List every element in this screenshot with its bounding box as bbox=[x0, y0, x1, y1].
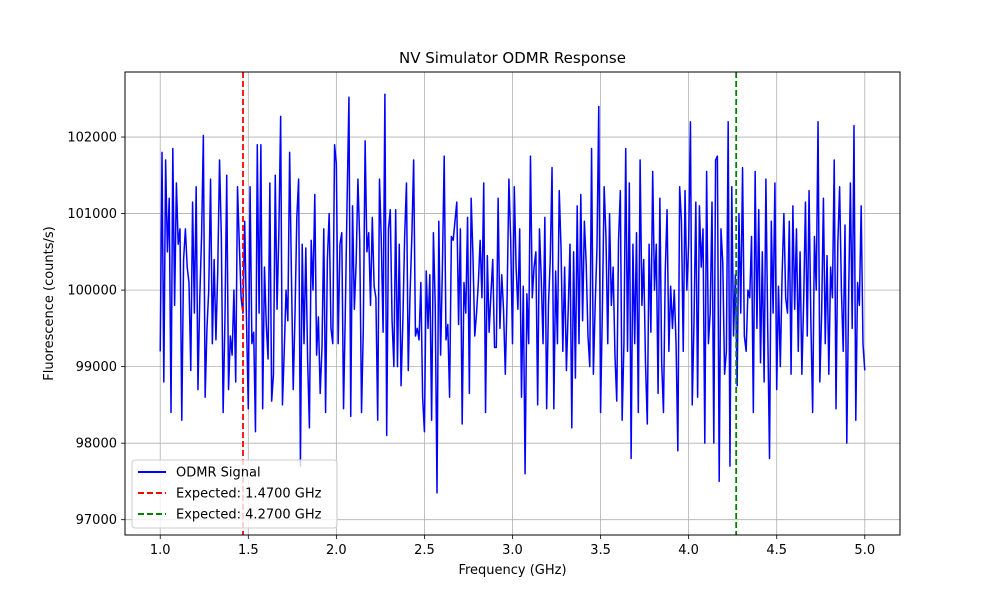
legend-label-expected-2: Expected: 4.2700 GHz bbox=[176, 508, 322, 523]
y-tick-label: 102000 bbox=[67, 131, 117, 146]
chart-title: NV Simulator ODMR Response bbox=[399, 49, 626, 67]
x-tick-label: 2.5 bbox=[414, 543, 435, 558]
x-tick-label: 4.5 bbox=[766, 543, 787, 558]
y-tick-label: 98000 bbox=[76, 437, 117, 452]
x-tick-label: 5.0 bbox=[854, 543, 875, 558]
y-tick-label: 100000 bbox=[67, 284, 117, 299]
x-axis-label: Frequency (GHz) bbox=[458, 563, 566, 578]
y-tick-label: 97000 bbox=[76, 513, 117, 528]
odmr-signal-line bbox=[159, 93, 866, 494]
plot-lines bbox=[159, 72, 866, 535]
legend-label-expected-1: Expected: 1.4700 GHz bbox=[176, 487, 322, 502]
x-tick-label: 1.0 bbox=[150, 543, 171, 558]
legend-label-odmr-signal: ODMR Signal bbox=[176, 466, 261, 481]
y-axis-label: Fluorescence (counts/s) bbox=[42, 226, 57, 381]
axis-ticks: 1.0 1.5 2.0 2.5 3.0 3.5 4.0 4.5 5.0 97000 98000 990… bbox=[67, 131, 875, 558]
legend-box bbox=[131, 459, 338, 529]
x-tick-label: 1.5 bbox=[238, 543, 259, 558]
legend: ODMR Signal Expected: 1.4700 GHz Expecte… bbox=[131, 459, 338, 529]
y-tick-label: 99000 bbox=[76, 360, 117, 375]
x-tick-label: 2.0 bbox=[326, 543, 347, 558]
x-tick-label: 3.5 bbox=[590, 543, 611, 558]
y-tick-label: 101000 bbox=[67, 207, 117, 222]
x-tick-label: 4.0 bbox=[678, 543, 699, 558]
x-tick-label: 3.0 bbox=[502, 543, 523, 558]
